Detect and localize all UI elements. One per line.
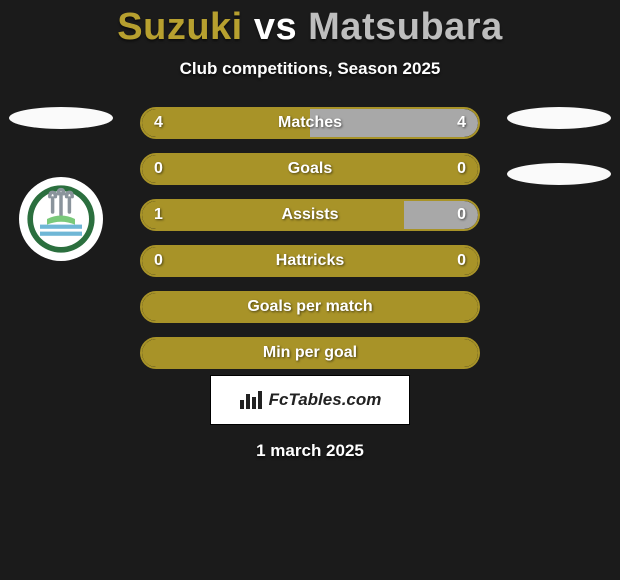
bar-value-left: 4: [154, 114, 163, 132]
bar-value-right: 0: [457, 160, 466, 178]
bar-label: Assists: [282, 206, 339, 224]
stat-bar: 1 0 Assists: [140, 199, 480, 231]
bar-fill-left: [142, 201, 404, 229]
bar-label: Hattricks: [276, 252, 344, 270]
bar-value-right: 4: [457, 114, 466, 132]
stat-bar: 0 0 Goals: [140, 153, 480, 185]
player-photo-placeholder-left: [9, 107, 113, 129]
bar-value-right: 0: [457, 252, 466, 270]
root: Suzuki vs Matsubara Club competitions, S…: [0, 0, 620, 461]
bar-value-left: 0: [154, 160, 163, 178]
bar-value-left: 1: [154, 206, 163, 224]
club-logo-left: [19, 177, 103, 261]
page-title: Suzuki vs Matsubara: [0, 0, 620, 49]
bar-label: Goals: [288, 160, 332, 178]
bar-value-left: 0: [154, 252, 163, 270]
subtitle: Club competitions, Season 2025: [0, 59, 620, 79]
stat-bar: Goals per match: [140, 291, 480, 323]
stat-bar: 0 0 Hattricks: [140, 245, 480, 277]
stat-bar: Min per goal: [140, 337, 480, 369]
bar-label: Matches: [278, 114, 342, 132]
bar-value-right: 0: [457, 206, 466, 224]
player-photo-placeholder-right: [507, 107, 611, 129]
fctables-badge[interactable]: FcTables.com: [210, 375, 410, 425]
player-left-slot: [6, 107, 116, 261]
stat-bars: 4 4 Matches 0 0 Goals 1 0 Assists 0 0 Hattricks Goal…: [140, 107, 480, 369]
bar-label: Goals per match: [247, 298, 372, 316]
stats-area: 4 4 Matches 0 0 Goals 1 0 Assists 0 0 Hattricks Goal…: [0, 107, 620, 461]
title-player1: Suzuki: [117, 6, 242, 48]
club-logo-placeholder-right: [507, 163, 611, 185]
fctables-text: FcTables.com: [269, 390, 382, 410]
date-line: 1 march 2025: [0, 441, 620, 461]
bar-fill-right: [404, 201, 478, 229]
title-player2: Matsubara: [308, 6, 503, 48]
stat-bar: 4 4 Matches: [140, 107, 480, 139]
club-crest-icon: [26, 184, 96, 254]
bar-label: Min per goal: [263, 344, 357, 362]
bars-icon: [239, 390, 263, 410]
title-vs: vs: [254, 6, 297, 48]
player-right-slot: [504, 107, 614, 185]
